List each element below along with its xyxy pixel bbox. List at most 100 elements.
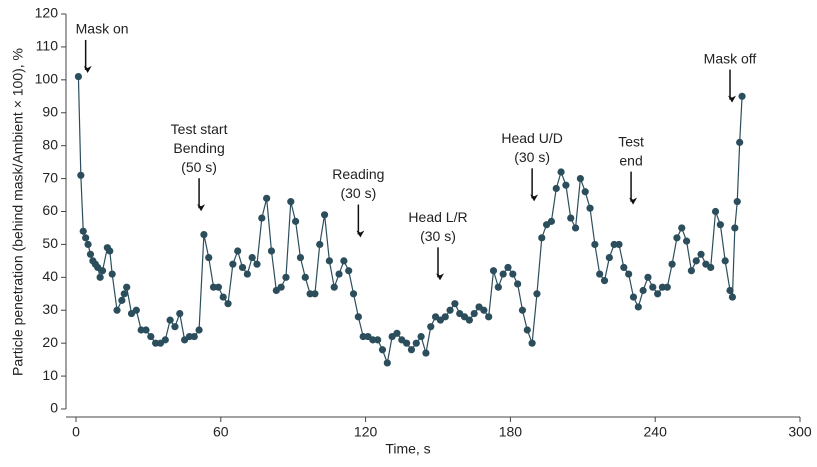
data-point: [586, 204, 594, 212]
annotation-text: (50 s): [181, 159, 217, 175]
data-point: [596, 270, 604, 278]
y-tick-label: 90: [42, 103, 58, 119]
data-point: [378, 346, 387, 354]
data-point: [417, 332, 425, 341]
y-tick-label: 60: [42, 202, 58, 218]
annotation-text: Mask on: [76, 21, 129, 37]
data-point: [243, 270, 251, 278]
data-point: [499, 270, 507, 278]
data-point: [301, 273, 309, 281]
data-point: [625, 270, 633, 278]
data-point: [562, 181, 570, 189]
data-point: [214, 283, 222, 291]
data-point: [663, 283, 671, 291]
data-point: [692, 257, 700, 265]
data-point: [166, 316, 174, 324]
annotation-text: end: [619, 152, 642, 168]
data-point: [678, 224, 686, 232]
data-point: [736, 138, 744, 146]
data-point: [258, 214, 266, 222]
y-tick-label: 70: [42, 169, 58, 185]
data-point: [205, 253, 213, 262]
y-tick-label: 30: [42, 301, 58, 317]
data-point: [345, 267, 353, 275]
data-point: [738, 92, 746, 100]
data-point: [325, 257, 333, 265]
data-point: [238, 263, 247, 272]
data-point: [427, 323, 435, 331]
data-point: [74, 72, 83, 81]
data-point: [296, 253, 305, 262]
data-point: [234, 247, 242, 255]
x-tick-label: 240: [644, 424, 668, 440]
data-point: [200, 230, 208, 239]
data-point: [600, 277, 609, 285]
data-point: [86, 250, 95, 258]
data-point: [654, 290, 662, 298]
data-point: [576, 174, 584, 183]
data-point: [330, 283, 338, 291]
data-point: [571, 224, 580, 232]
data-point: [403, 339, 411, 347]
y-tick-label: 80: [42, 136, 58, 152]
data-point: [349, 290, 358, 298]
x-tick-label: 180: [499, 424, 523, 440]
data-point: [707, 263, 715, 272]
data-point: [489, 267, 498, 275]
data-point: [393, 329, 401, 337]
data-point: [509, 270, 517, 278]
data-point: [485, 313, 493, 321]
data-point: [518, 306, 527, 314]
data-point: [123, 283, 131, 291]
data-point: [77, 171, 85, 179]
data-point: [161, 336, 169, 344]
data-point: [422, 349, 430, 357]
data-point: [528, 339, 536, 347]
data-point: [113, 306, 121, 314]
annotation-text: Mask off: [704, 50, 757, 66]
x-tick-label: 120: [354, 424, 378, 440]
data-point: [480, 306, 488, 314]
x-axis-label: Time, s: [385, 441, 430, 457]
x-tick-label: 60: [213, 424, 229, 440]
annotation-text: Test: [618, 133, 644, 149]
data-point: [118, 296, 126, 304]
data-point: [335, 270, 343, 278]
annotation-text: (30 s): [340, 185, 376, 201]
data-point: [514, 280, 522, 288]
data-point: [282, 273, 290, 281]
data-point: [229, 260, 237, 268]
data-point: [84, 240, 92, 249]
annotation-text: Head U/D: [501, 130, 562, 146]
data-point: [728, 293, 737, 301]
data-point: [374, 336, 382, 344]
data-point: [79, 227, 87, 235]
data-point: [451, 300, 459, 308]
data-point: [147, 332, 155, 341]
data-point: [263, 194, 271, 202]
data-point: [639, 286, 647, 295]
data-point: [644, 273, 652, 281]
data-point: [292, 217, 300, 225]
x-tick-label: 300: [788, 424, 812, 440]
data-point: [731, 224, 739, 232]
data-point: [383, 359, 391, 367]
data-point: [581, 188, 589, 196]
data-point: [687, 267, 696, 275]
data-point: [470, 309, 478, 318]
annotation-text: Head L/R: [408, 209, 467, 225]
data-point: [733, 198, 741, 206]
data-point: [96, 273, 104, 281]
data-point: [523, 326, 531, 334]
annotation-text: Bending: [173, 140, 224, 156]
data-point: [538, 234, 546, 242]
data-point: [711, 207, 720, 216]
data-point: [446, 306, 454, 314]
data-point: [629, 293, 638, 301]
annotation-text: Test start: [171, 121, 228, 137]
data-point: [354, 313, 362, 321]
data-point: [567, 214, 575, 222]
data-point: [132, 306, 140, 314]
y-tick-label: 50: [42, 235, 58, 251]
data-point: [668, 260, 676, 268]
